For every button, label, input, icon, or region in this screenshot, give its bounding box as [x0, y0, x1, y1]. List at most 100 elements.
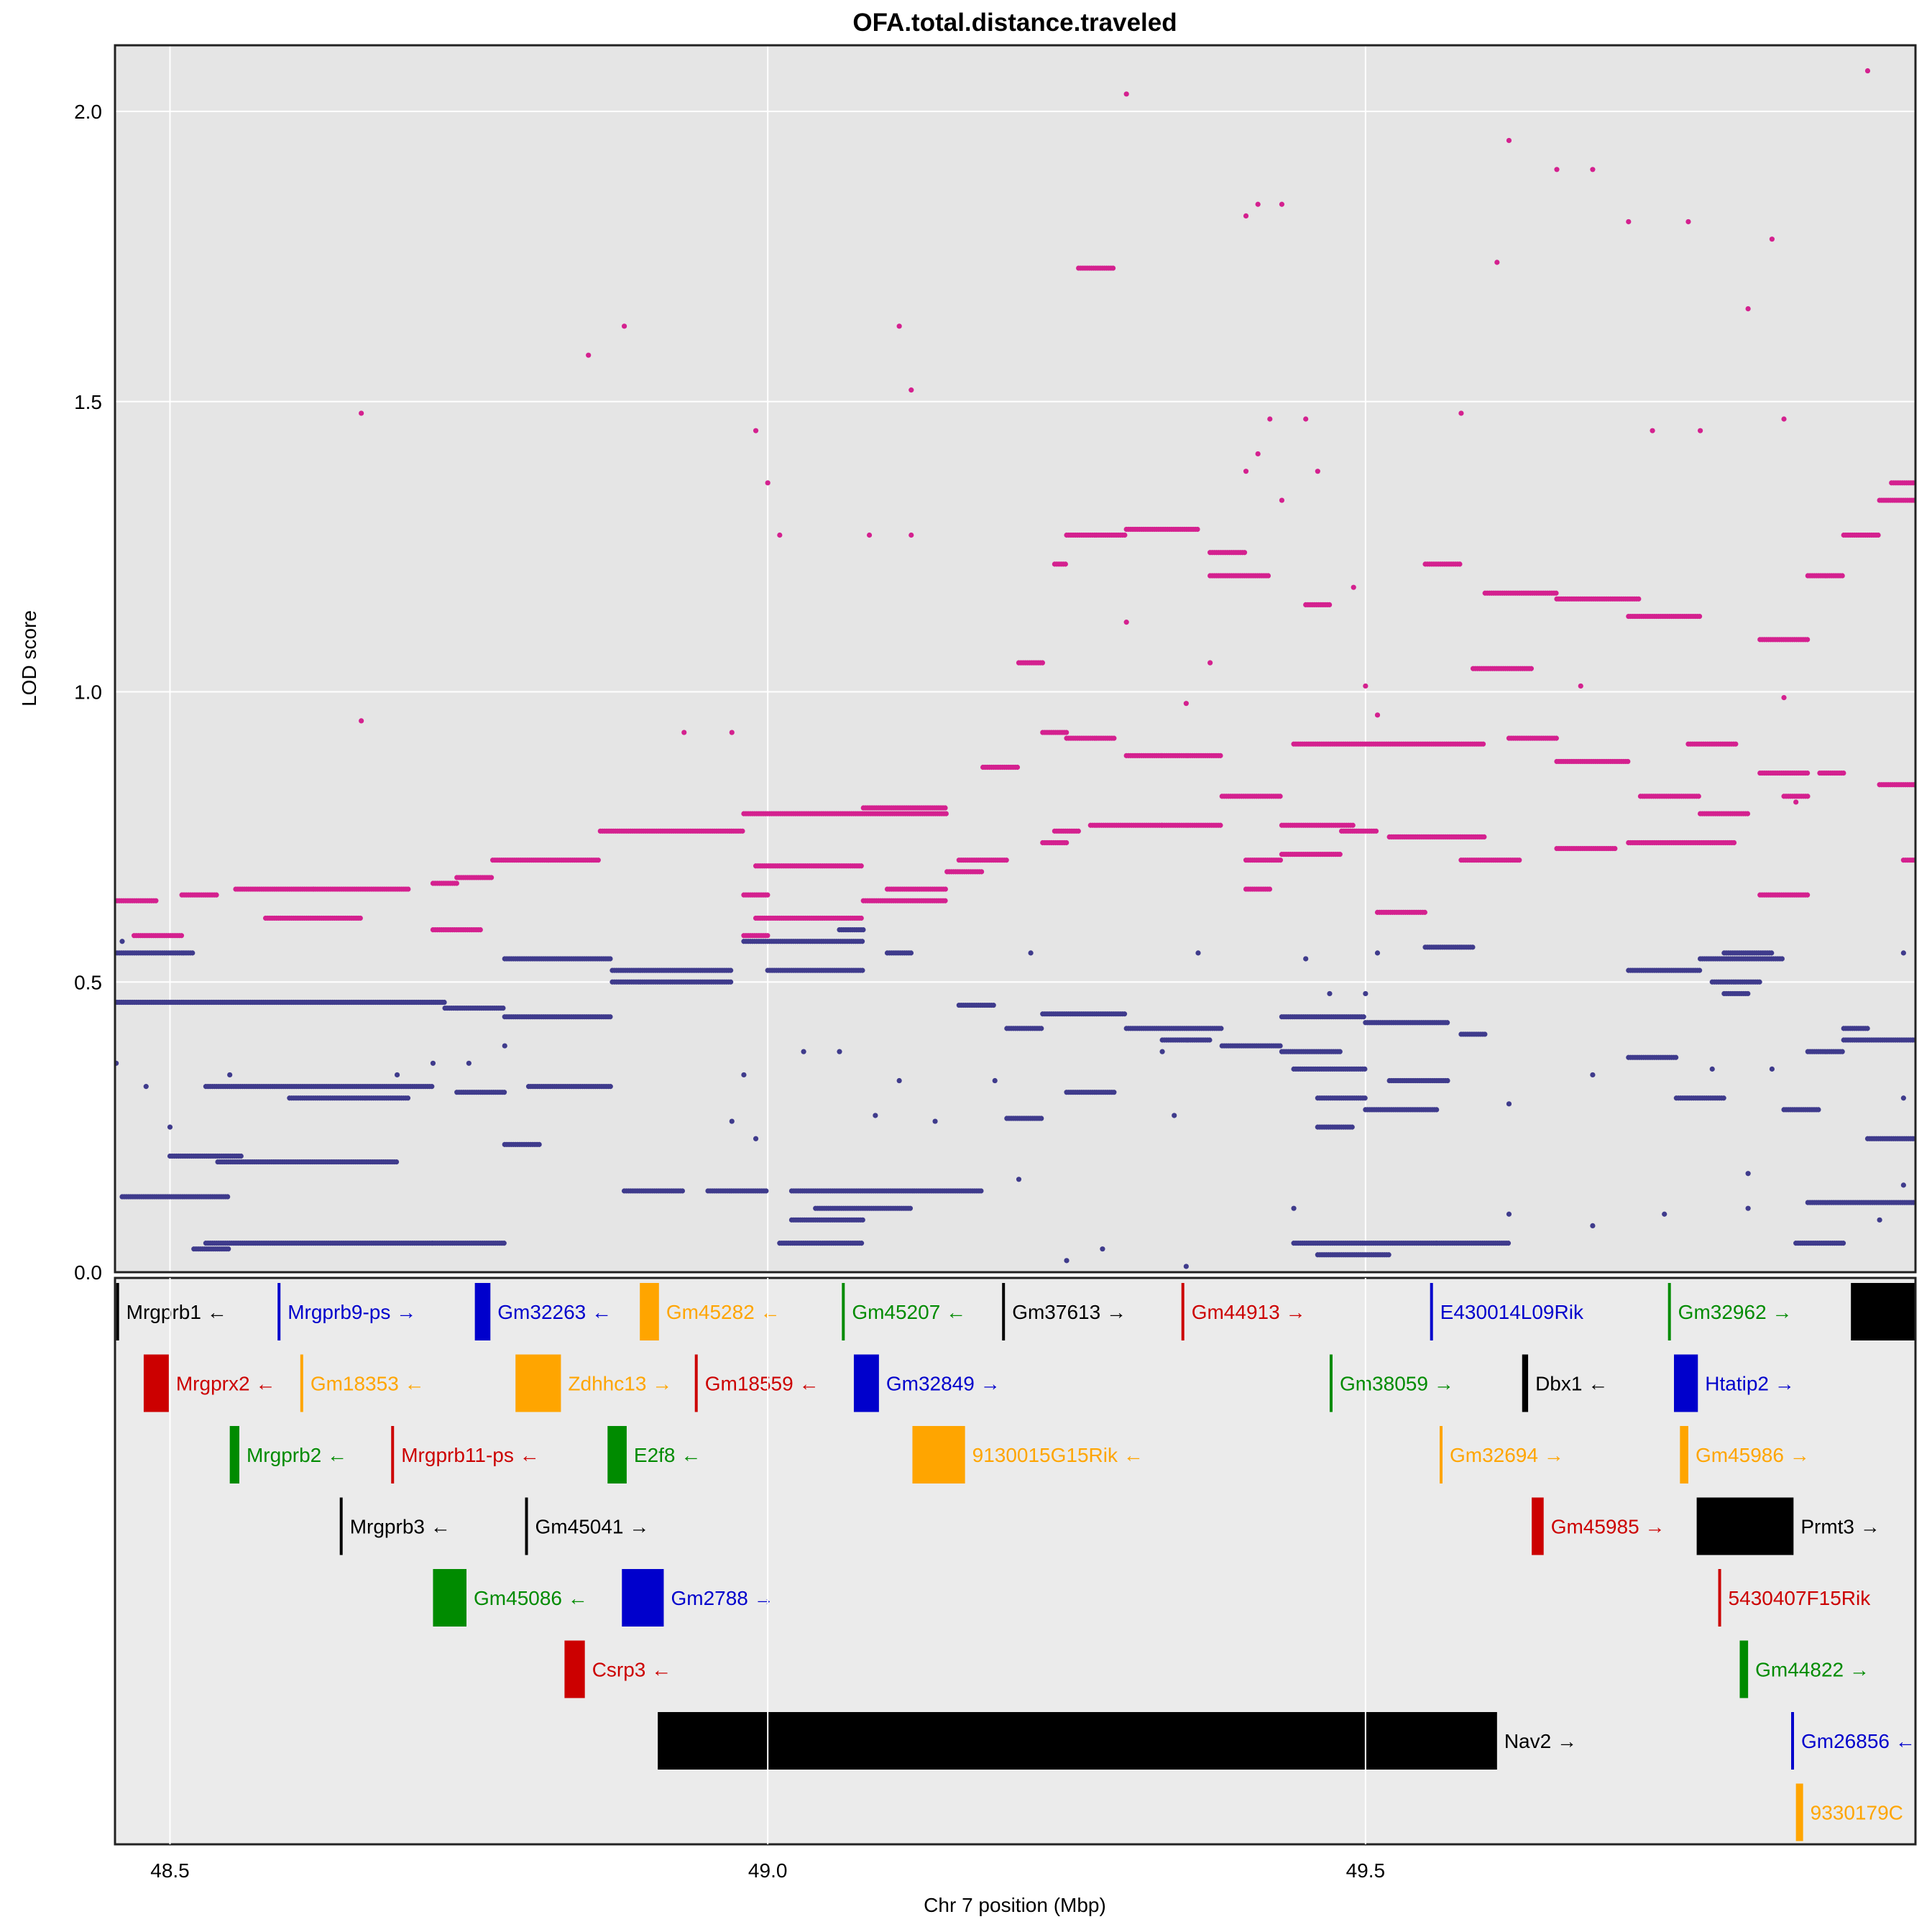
- y-tick-label: 2.0: [74, 101, 102, 123]
- navy-point: [1470, 944, 1476, 950]
- x-tick-label: 48.5: [150, 1859, 190, 1882]
- magenta-point: [1457, 561, 1463, 567]
- gene-box: [339, 1497, 343, 1555]
- magenta-point: [1805, 794, 1811, 799]
- gene-label: Gm45282 ←: [666, 1301, 781, 1323]
- magenta-point: [1241, 550, 1248, 556]
- magenta-point: [777, 532, 783, 538]
- navy-point: [1016, 1177, 1022, 1182]
- navy-point: [1696, 967, 1703, 973]
- gene-box: [1718, 1569, 1721, 1627]
- y-tick-label: 0.5: [74, 971, 102, 993]
- magenta-point: [1733, 741, 1739, 747]
- magenta-point: [1864, 68, 1871, 74]
- navy-point: [1505, 1241, 1512, 1246]
- gene-label: 5430407F15Rik: [1729, 1587, 1872, 1609]
- navy-point: [908, 950, 914, 956]
- gene-label: Mrgprb1 ←: [126, 1301, 227, 1323]
- navy-point: [1172, 1113, 1177, 1118]
- gene-box: [912, 1426, 965, 1484]
- navy-point: [1840, 1241, 1846, 1246]
- navy-point: [1506, 1101, 1512, 1107]
- navy-point: [501, 1241, 507, 1246]
- magenta-point: [1590, 167, 1596, 172]
- gene-box: [853, 1354, 879, 1412]
- magenta-point: [1805, 770, 1811, 776]
- navy-point: [1900, 1182, 1906, 1188]
- magenta-point: [1255, 201, 1261, 207]
- magenta-point: [1267, 416, 1273, 422]
- gene-box: [1674, 1354, 1698, 1412]
- magenta-point: [1064, 840, 1070, 846]
- navy-point: [978, 1188, 984, 1194]
- gene-box: [391, 1426, 395, 1484]
- navy-point: [1590, 1223, 1596, 1229]
- gene-box: [515, 1354, 561, 1412]
- navy-point: [1277, 1043, 1283, 1049]
- magenta-point: [1279, 201, 1285, 207]
- magenta-point: [1265, 573, 1271, 579]
- gene-box: [607, 1426, 627, 1484]
- magenta-point: [740, 828, 745, 834]
- magenta-point: [866, 532, 873, 538]
- magenta-point: [858, 863, 864, 869]
- navy-point: [932, 1118, 938, 1124]
- navy-point: [1769, 1066, 1775, 1072]
- magenta-point: [1481, 834, 1487, 840]
- navy-point: [728, 979, 734, 985]
- magenta-point: [1064, 730, 1070, 735]
- magenta-point: [978, 869, 985, 875]
- navy-point: [1445, 1077, 1450, 1084]
- navy-point: [858, 1241, 865, 1246]
- navy-point: [1064, 1258, 1070, 1264]
- navy-point: [753, 1136, 759, 1141]
- magenta-point: [1781, 416, 1787, 422]
- magenta-point: [1279, 497, 1285, 503]
- navy-point: [1434, 1107, 1440, 1113]
- gene-box: [1002, 1283, 1006, 1340]
- magenta-point: [357, 915, 363, 921]
- navy-point: [896, 1077, 902, 1084]
- gene-label: Zdhhc13 →: [568, 1373, 672, 1395]
- y-tick-label: 1.5: [74, 391, 102, 413]
- magenta-point: [1875, 532, 1881, 538]
- navy-point: [860, 926, 866, 933]
- gene-box: [1329, 1354, 1333, 1412]
- navy-point: [860, 1217, 865, 1223]
- gene-label: Mrgprb2 ←: [247, 1444, 347, 1466]
- magenta-point: [1517, 857, 1522, 863]
- navy-point: [1207, 1037, 1213, 1043]
- navy-point: [1745, 1205, 1751, 1211]
- navy-point: [607, 1014, 613, 1020]
- navy-point: [1673, 1054, 1679, 1060]
- navy-point: [119, 939, 125, 944]
- magenta-point: [942, 805, 948, 811]
- gene-label: Prmt3 →: [1800, 1516, 1880, 1538]
- magenta-point: [213, 892, 219, 898]
- gene-label: Mrgprb3 ←: [350, 1516, 451, 1538]
- navy-point: [1039, 1116, 1044, 1121]
- gene-label: Dbx1 ←: [1535, 1373, 1608, 1395]
- magenta-point: [1494, 259, 1500, 265]
- navy-point: [405, 1095, 411, 1101]
- gene-box: [694, 1354, 698, 1412]
- magenta-point: [1208, 660, 1213, 666]
- navy-point: [907, 1205, 914, 1211]
- gene-label: Gm2788 →: [671, 1587, 773, 1609]
- gene-box: [229, 1426, 239, 1484]
- magenta-point: [1303, 416, 1309, 422]
- navy-point: [859, 939, 865, 944]
- gene-label: Mrgprb9-ps →: [288, 1301, 416, 1323]
- magenta-point: [1350, 822, 1356, 828]
- gene-box: [658, 1712, 1497, 1770]
- gene-box: [1696, 1497, 1794, 1555]
- gene-label: Nav2 →: [1504, 1730, 1577, 1752]
- navy-point: [1327, 990, 1333, 997]
- gene-box: [640, 1283, 659, 1340]
- magenta-point: [1636, 596, 1642, 602]
- navy-point: [1028, 950, 1034, 956]
- gene-box: [1739, 1640, 1749, 1698]
- magenta-point: [405, 886, 411, 892]
- magenta-point: [1685, 218, 1691, 225]
